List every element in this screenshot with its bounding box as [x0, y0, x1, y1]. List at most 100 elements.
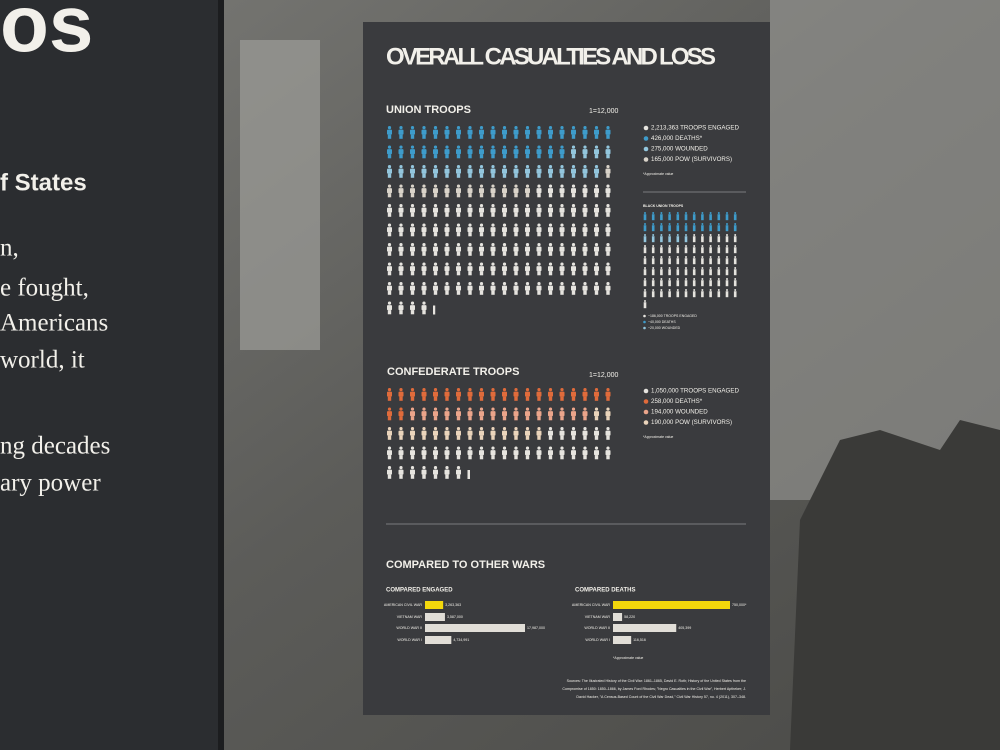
person-icon: [548, 145, 553, 159]
icon-body: [571, 168, 576, 174]
small-person-icon: [660, 223, 663, 232]
icon-head: [537, 427, 541, 431]
icon-head: [717, 289, 720, 291]
person-icon: [387, 427, 392, 440]
icon-head: [676, 234, 679, 236]
person-icon: [605, 223, 611, 237]
icon-body: [717, 214, 721, 221]
small-person-icon: [692, 278, 696, 287]
icon-body: [410, 129, 415, 135]
icon-legs: [525, 455, 530, 460]
deaths-title: COMPARED DEATHS: [575, 588, 635, 594]
person-icon: [582, 223, 588, 237]
bar-value: 17,987,000: [527, 626, 545, 630]
person-icon: [490, 388, 496, 401]
icon-body: [582, 188, 588, 194]
icon-head: [537, 388, 541, 392]
icon-legs: [571, 173, 576, 178]
person-icon: [536, 427, 542, 440]
icon-body: [725, 280, 729, 287]
icon-legs: [491, 290, 495, 295]
icon-legs: [399, 193, 403, 198]
icon-legs: [410, 416, 415, 421]
icon-head: [456, 184, 461, 188]
icon-head: [583, 243, 587, 247]
icon-head: [456, 145, 461, 149]
icon-body: [536, 207, 542, 213]
person-icon: [571, 184, 576, 198]
panel-title: OVERALL CASUALTIES AND LOSS: [386, 43, 716, 70]
icon-legs: [387, 232, 392, 237]
icon-legs: [491, 251, 495, 256]
icon-legs: [502, 271, 507, 276]
icon-legs: [468, 290, 472, 295]
icon-body: [525, 266, 530, 272]
icon-body: [605, 430, 611, 436]
icon-body: [490, 168, 496, 174]
person-icon: [594, 223, 599, 237]
icon-body: [548, 129, 553, 135]
icon-legs: [514, 154, 518, 159]
icon-head: [422, 223, 426, 227]
black-union-title: BLACK UNION TROOPS: [643, 204, 684, 208]
icon-head: [644, 223, 646, 225]
icon-head: [676, 212, 679, 214]
icon-body: [444, 391, 450, 397]
icon-head: [456, 282, 461, 286]
icon-legs: [583, 396, 587, 401]
icon-legs: [514, 455, 518, 460]
icon-body: [536, 149, 542, 155]
person-icon: [536, 145, 542, 159]
icon-legs: [525, 251, 530, 256]
legend-dot: [643, 320, 646, 324]
person-icon: [444, 223, 450, 237]
icon-head: [606, 407, 610, 411]
bar-value: 4,734,991: [453, 638, 469, 642]
union-note: *Approximate value: [643, 172, 673, 176]
icon-body: [456, 469, 461, 475]
person-icon: [559, 165, 565, 178]
person-icon: [421, 223, 427, 237]
icon-legs: [537, 271, 541, 276]
icon-body: [433, 227, 438, 233]
icon-head: [571, 204, 576, 208]
icon-body: [605, 266, 611, 272]
legend-label: ~20,000 WOUNDED: [648, 326, 681, 330]
icon-body: [525, 168, 530, 174]
person-icon: [513, 126, 519, 139]
icon-head: [734, 278, 737, 280]
icon-body: [513, 246, 519, 252]
icon-body: [456, 266, 461, 272]
legend-label: 165,000 POW (SURVIVORS): [651, 156, 732, 163]
icon-legs: [410, 474, 415, 479]
icon-body: [548, 246, 553, 252]
person-icon: [490, 145, 496, 159]
icon-head: [606, 388, 610, 392]
icon-body: [387, 149, 392, 155]
icon-body: [433, 188, 438, 194]
icon-body: [548, 168, 553, 174]
person-icon: [594, 446, 599, 460]
icon-body: [668, 236, 671, 243]
person-icon: [398, 301, 404, 315]
icon-legs: [537, 173, 541, 178]
icon-body: [717, 269, 721, 276]
person-icon: [559, 446, 565, 460]
icon-body: [676, 258, 680, 265]
person-icon: [433, 243, 438, 256]
icon-head: [422, 466, 426, 470]
legend-dot: [643, 136, 649, 141]
small-person-icon: [701, 278, 704, 287]
person-icon: [571, 223, 576, 237]
icon-body: [548, 430, 553, 436]
icon-head: [491, 388, 495, 392]
person-icon: [605, 407, 611, 421]
person-icon: [536, 407, 542, 421]
icon-legs: [445, 455, 449, 460]
icon-body: [660, 280, 663, 287]
icon-body: [421, 411, 427, 417]
small-person-icon: [733, 256, 737, 265]
icon-legs: [525, 396, 530, 401]
icon-body: [559, 411, 565, 417]
